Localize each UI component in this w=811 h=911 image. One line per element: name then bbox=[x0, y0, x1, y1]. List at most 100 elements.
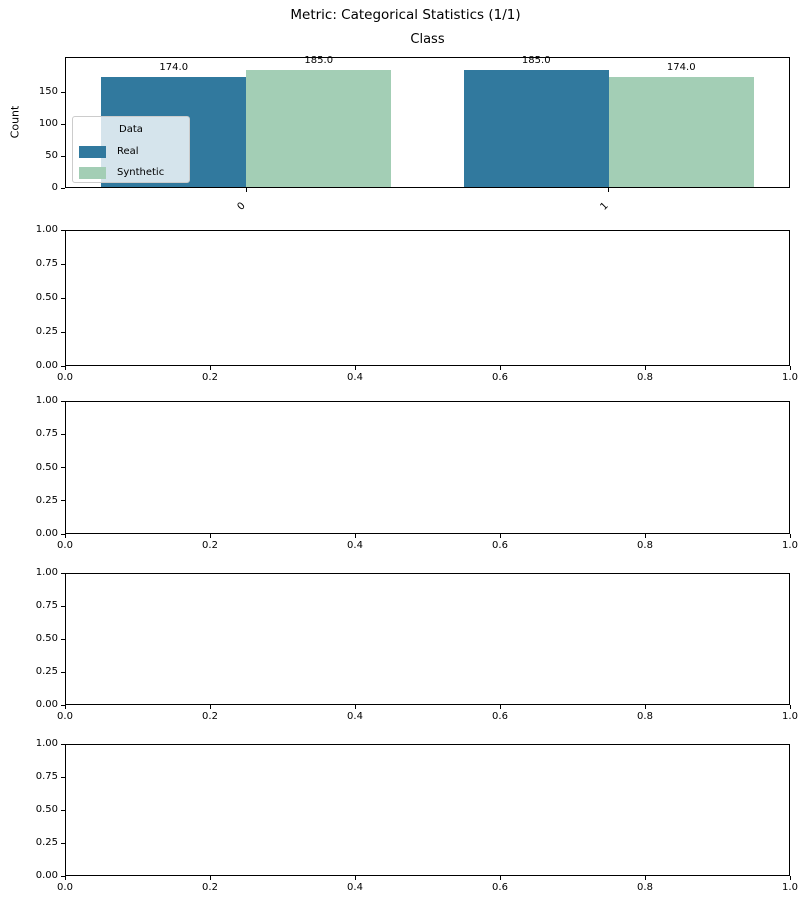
figure-suptitle: Metric: Categorical Statistics (1/1) bbox=[290, 7, 521, 23]
xtick-mark bbox=[644, 534, 646, 538]
ytick-mark bbox=[61, 331, 65, 333]
xtick-label: 0.4 bbox=[347, 882, 363, 893]
legend-swatch-real bbox=[79, 146, 106, 158]
xtick-label: 0.0 bbox=[57, 711, 73, 722]
xtick-mark bbox=[209, 534, 211, 538]
ytick-label: 0.25 bbox=[35, 837, 58, 848]
xtick-mark bbox=[644, 705, 646, 709]
xtick-label-rotated: 1 bbox=[598, 200, 611, 213]
ytick-mark bbox=[61, 809, 65, 811]
ytick-mark bbox=[61, 842, 65, 844]
xtick-mark bbox=[64, 366, 66, 370]
bar-synthetic bbox=[246, 69, 392, 188]
ytick-label: 100 bbox=[38, 118, 58, 129]
ytick-label: 1.00 bbox=[35, 567, 58, 578]
xtick-label: 0.2 bbox=[202, 540, 218, 551]
legend-entry-real: Real bbox=[79, 145, 189, 159]
xtick-label: 0.6 bbox=[492, 372, 508, 383]
subplot-1-title: Class bbox=[410, 32, 445, 47]
xtick-label: 0.8 bbox=[637, 882, 653, 893]
ytick-mark bbox=[61, 704, 65, 706]
ytick-mark bbox=[61, 671, 65, 673]
xtick-label: 0.8 bbox=[637, 711, 653, 722]
ytick-mark bbox=[61, 875, 65, 877]
ytick-mark bbox=[61, 776, 65, 778]
xtick-label: 1.0 bbox=[782, 540, 798, 551]
ytick-label: 0.25 bbox=[35, 326, 58, 337]
legend-label-real: Real bbox=[117, 146, 139, 157]
xtick-label: 1.0 bbox=[782, 882, 798, 893]
ytick-label: 0 bbox=[51, 182, 58, 193]
legend-title: Data bbox=[119, 124, 143, 135]
ytick-label: 0.75 bbox=[35, 428, 58, 440]
xtick-mark bbox=[209, 705, 211, 709]
ytick-label: 0.50 bbox=[35, 292, 58, 303]
bar-value-label: 174.0 bbox=[159, 61, 189, 73]
subplot-3-spines bbox=[65, 401, 790, 534]
xtick-mark bbox=[64, 705, 66, 709]
ytick-label: 0.75 bbox=[35, 258, 58, 269]
xtick-mark bbox=[209, 876, 211, 880]
ytick-mark bbox=[61, 400, 65, 402]
xtick-label: 0.2 bbox=[202, 882, 218, 893]
xtick-mark bbox=[789, 366, 791, 370]
xtick-label: 0.0 bbox=[57, 882, 73, 893]
ytick-label: 0.75 bbox=[35, 600, 58, 611]
xtick-label: 1.0 bbox=[782, 372, 798, 383]
xtick-mark bbox=[64, 534, 66, 538]
xtick-mark bbox=[354, 534, 356, 538]
subplot-5-spines bbox=[65, 744, 790, 876]
xtick-mark bbox=[245, 188, 247, 192]
xtick-label: 0.0 bbox=[57, 372, 73, 383]
ytick-mark bbox=[61, 605, 65, 607]
ytick-mark bbox=[61, 467, 65, 468]
ytick-label: 0.00 bbox=[35, 360, 58, 371]
xtick-mark bbox=[64, 876, 66, 880]
bar-real bbox=[463, 69, 609, 188]
xtick-mark bbox=[209, 366, 211, 370]
ytick-mark bbox=[61, 229, 65, 231]
ytick-mark bbox=[61, 297, 65, 299]
ytick-label: 0.25 bbox=[35, 666, 58, 677]
ytick-mark bbox=[61, 743, 65, 745]
ytick-mark bbox=[61, 155, 65, 157]
subplot-2-spines bbox=[65, 230, 790, 366]
legend: Data Real Synthetic bbox=[72, 116, 190, 183]
xtick-mark bbox=[499, 876, 501, 880]
xtick-label: 0.2 bbox=[202, 372, 218, 383]
ytick-mark bbox=[61, 263, 65, 265]
ytick-label: 0.50 bbox=[35, 633, 58, 644]
xtick-mark bbox=[644, 876, 646, 880]
bar-value-label: 185.0 bbox=[521, 54, 551, 66]
xtick-label: 0.2 bbox=[202, 711, 218, 722]
xtick-label: 0.4 bbox=[347, 372, 363, 383]
ytick-label: 0.50 bbox=[35, 461, 58, 473]
xtick-mark bbox=[789, 876, 791, 880]
ytick-label: 1.00 bbox=[35, 395, 58, 406]
xtick-mark bbox=[499, 534, 501, 538]
xtick-label: 0.4 bbox=[347, 540, 363, 551]
xtick-label: 0.4 bbox=[347, 711, 363, 722]
legend-swatch-synthetic bbox=[79, 167, 106, 179]
legend-entry-synthetic: Synthetic bbox=[79, 166, 189, 180]
xtick-label: 0.6 bbox=[492, 711, 508, 722]
ytick-mark bbox=[61, 433, 65, 435]
xtick-mark bbox=[499, 705, 501, 709]
xtick-mark bbox=[354, 366, 356, 370]
ytick-label: 0.50 bbox=[35, 804, 58, 815]
ytick-mark bbox=[61, 187, 65, 189]
ytick-label: 0.00 bbox=[35, 699, 58, 710]
ytick-label: 50 bbox=[45, 150, 58, 161]
xtick-mark bbox=[354, 705, 356, 709]
xtick-mark bbox=[644, 366, 646, 370]
xtick-mark bbox=[499, 366, 501, 370]
xtick-label: 1.0 bbox=[782, 711, 798, 722]
xtick-mark bbox=[608, 188, 610, 192]
xtick-mark bbox=[354, 876, 356, 880]
ytick-label: 1.00 bbox=[35, 224, 58, 235]
ytick-mark bbox=[61, 638, 65, 640]
ytick-label: 0.00 bbox=[35, 870, 58, 881]
xtick-mark bbox=[789, 705, 791, 709]
ytick-mark bbox=[61, 123, 65, 125]
